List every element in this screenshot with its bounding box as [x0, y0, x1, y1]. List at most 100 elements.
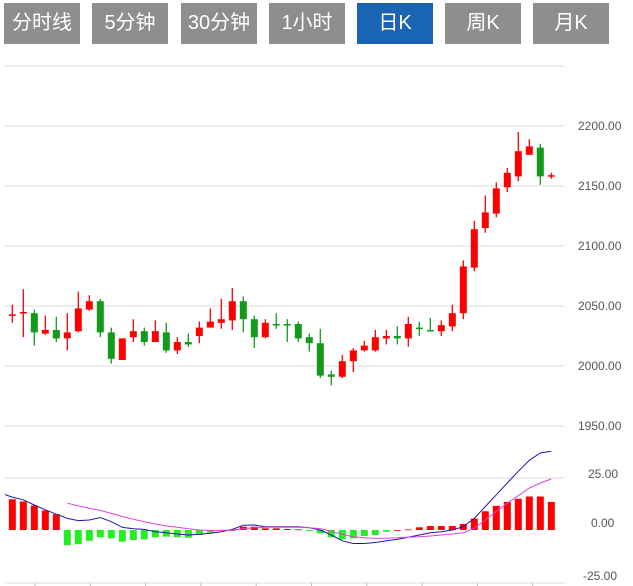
macd-bar: [140, 530, 148, 540]
macd-bar: [8, 499, 16, 530]
macd-bar: [107, 530, 115, 539]
candle-up: [514, 151, 522, 177]
macd-bar: [316, 530, 324, 534]
macd-bar: [195, 530, 203, 535]
macd-bar: [162, 530, 170, 537]
tab-weekly-k[interactable]: 周K: [445, 3, 521, 44]
y-tick-label: 2050.00: [578, 299, 622, 313]
dea-line: [67, 478, 552, 539]
candle-down: [393, 336, 401, 339]
candle-up: [41, 330, 49, 334]
candle-down: [283, 324, 291, 326]
candle-up: [129, 331, 137, 338]
candle-up: [481, 212, 489, 228]
macd-tick-label: -25.00: [583, 569, 617, 583]
macd-bar: [129, 530, 137, 540]
macd-bar: [547, 501, 555, 530]
macd-bar: [360, 530, 368, 537]
candle-down: [415, 327, 423, 330]
candle-up: [8, 314, 16, 316]
y-tick-label: 1950.00: [578, 419, 622, 433]
macd-bar: [525, 496, 533, 530]
candle-up: [74, 308, 82, 332]
macd-bar: [404, 529, 412, 531]
candle-up: [173, 342, 181, 351]
candle-down: [239, 301, 247, 320]
candle-down: [107, 332, 115, 359]
macd-bar: [19, 501, 27, 530]
macd-bar: [536, 496, 544, 530]
candle-up: [371, 337, 379, 351]
macd-bar: [393, 530, 401, 531]
candle-down: [536, 147, 544, 177]
macd-bar: [250, 526, 258, 530]
macd-bar: [118, 530, 126, 542]
candle-up: [151, 331, 159, 342]
candle-down: [96, 301, 104, 333]
candle-up: [63, 332, 71, 339]
macd-bar: [294, 529, 302, 531]
candle-up: [448, 313, 456, 327]
candle-down: [30, 313, 38, 333]
tab-daily-k[interactable]: 日K: [357, 3, 433, 44]
y-tick-label: 2150.00: [578, 179, 622, 193]
macd-bar: [492, 505, 500, 530]
candle-up: [459, 266, 467, 314]
candle-up: [195, 327, 203, 336]
y-tick-label: 2100.00: [578, 239, 622, 253]
macd-bar: [327, 530, 335, 538]
macd-bar: [151, 530, 159, 538]
macd-bar: [371, 530, 379, 535]
macd-tick-label: 25.00: [588, 467, 618, 481]
macd-bar: [481, 511, 489, 530]
candle-up: [404, 324, 412, 339]
tab-30-minute[interactable]: 30分钟: [181, 3, 257, 44]
candle-down: [184, 342, 192, 345]
macd-bar: [96, 530, 104, 538]
macd-bar: [74, 530, 82, 545]
macd-bar: [470, 518, 478, 530]
candle-down: [305, 337, 313, 344]
candle-up: [217, 319, 225, 323]
candle-up: [382, 336, 390, 339]
candle-down: [426, 330, 434, 332]
tab-monthly-k[interactable]: 月K: [533, 3, 609, 44]
price-axis-labels: 2200.00 2150.00 2100.00 2050.00 2000.00 …: [578, 119, 622, 583]
macd-tick-label: 0.00: [591, 516, 615, 530]
macd-bar: [52, 514, 60, 530]
candle-down: [316, 343, 324, 376]
macd-bar: [382, 530, 390, 532]
tab-1-hour[interactable]: 1小时: [269, 3, 345, 44]
macd-bar: [503, 501, 511, 530]
candle-up: [206, 321, 214, 328]
macd-bar: [85, 530, 93, 541]
candle-up: [118, 338, 126, 360]
candle-up: [503, 172, 511, 188]
macd-bar: [305, 530, 313, 532]
candle-up: [437, 325, 445, 332]
candle-down: [294, 324, 302, 339]
tab-5-minute[interactable]: 5分钟: [92, 3, 168, 44]
candle-up: [19, 312, 27, 314]
macd-bar: [30, 505, 38, 530]
macd-bar: [448, 526, 456, 530]
candle-up: [349, 350, 357, 362]
macd-bar: [272, 528, 280, 530]
candle-up: [470, 229, 478, 268]
macd-bar: [283, 528, 291, 530]
candle-up: [85, 301, 93, 310]
candle-up: [492, 188, 500, 214]
tab-minute-line[interactable]: 分时线: [4, 3, 80, 44]
macd-panel: [4, 450, 555, 546]
macd-bar: [514, 498, 522, 530]
candle-up: [360, 345, 368, 351]
candle-up: [228, 301, 236, 321]
macd-bar: [261, 528, 269, 530]
candle-down: [140, 331, 148, 342]
candle-down: [162, 332, 170, 351]
y-tick-label: 2000.00: [578, 359, 622, 373]
candle-up: [547, 175, 555, 177]
candle-down: [272, 324, 280, 326]
candle-up: [338, 361, 346, 377]
macd-bar: [437, 526, 445, 530]
